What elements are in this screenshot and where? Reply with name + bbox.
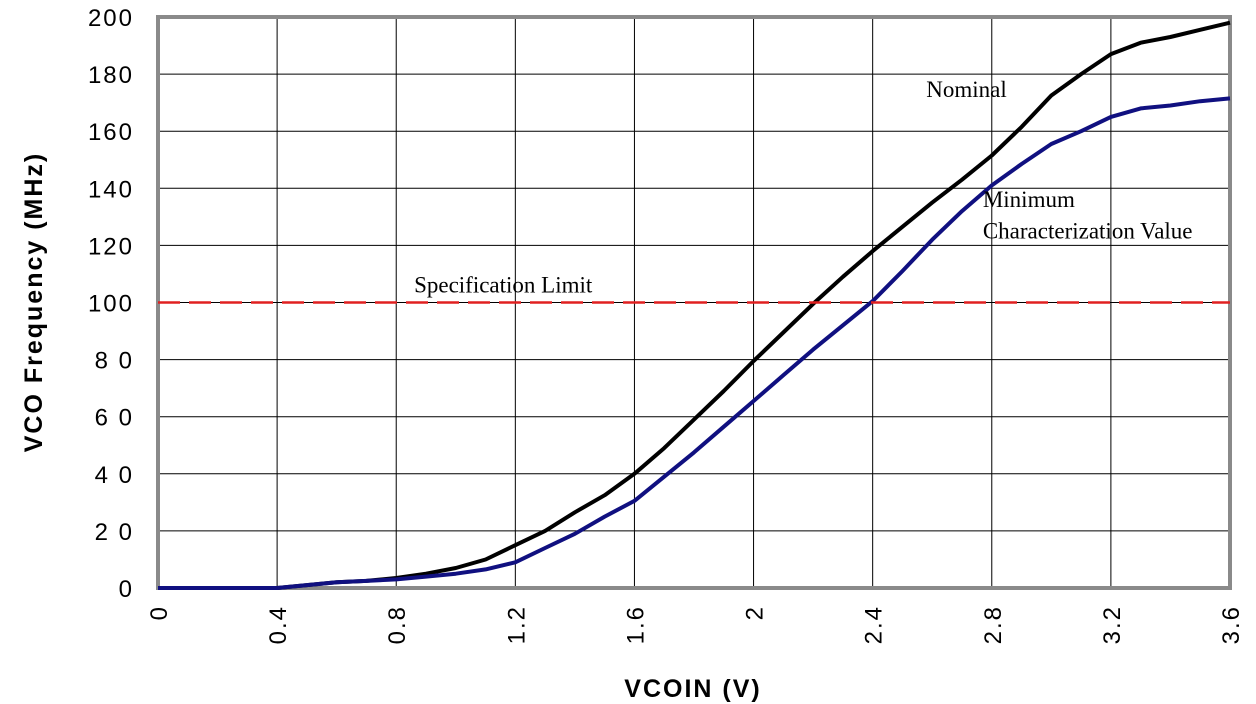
y-tick-label: 4 0 <box>95 462 134 489</box>
y-tick-label: 200 <box>88 5 134 32</box>
x-tick-label: 2.4 <box>861 605 888 644</box>
y-tick-label: 2 0 <box>95 519 134 546</box>
y-tick-label: 8 0 <box>95 348 134 375</box>
y-tick-label: 180 <box>88 62 134 89</box>
x-tick-label: 1.6 <box>622 605 649 644</box>
series-line-minimum-characterization-value <box>158 98 1230 588</box>
x-tick-label: 1.2 <box>503 605 530 644</box>
annotations: Nominal Minimum Characterization Value Spec… <box>414 77 1192 298</box>
x-tick-labels: 0 0.4 0.8 1.2 1.6 2 2.4 2.8 3.2 3.6 <box>146 605 1245 644</box>
x-tick-label: 0.8 <box>384 605 411 644</box>
y-tick-label: 120 <box>88 233 134 260</box>
annotation-label: Minimum <box>983 187 1075 212</box>
y-axis-title: VCO Frequency (MHz) <box>20 152 48 453</box>
x-tick-label: 0.4 <box>265 605 292 644</box>
x-axis-title: VCOIN (V) <box>624 675 761 703</box>
annotation-label: Nominal <box>926 77 1007 102</box>
y-tick-label: 0 <box>119 576 134 603</box>
annotation-label: Characterization Value <box>983 218 1193 243</box>
x-tick-label: 3.2 <box>1099 605 1126 644</box>
x-tick-label: 3.6 <box>1218 605 1245 644</box>
y-tick-label: 6 0 <box>95 405 134 432</box>
x-tick-label: 2.8 <box>980 605 1007 644</box>
y-tick-label: 140 <box>88 176 134 203</box>
annotation-label: Specification Limit <box>414 273 593 298</box>
series-line-nominal <box>158 23 1230 588</box>
x-tick-label: 0 <box>146 605 173 620</box>
x-tick-label: 2 <box>742 605 769 620</box>
y-tick-label: 100 <box>88 291 134 318</box>
y-tick-label: 160 <box>88 119 134 146</box>
series-lines <box>158 23 1230 588</box>
